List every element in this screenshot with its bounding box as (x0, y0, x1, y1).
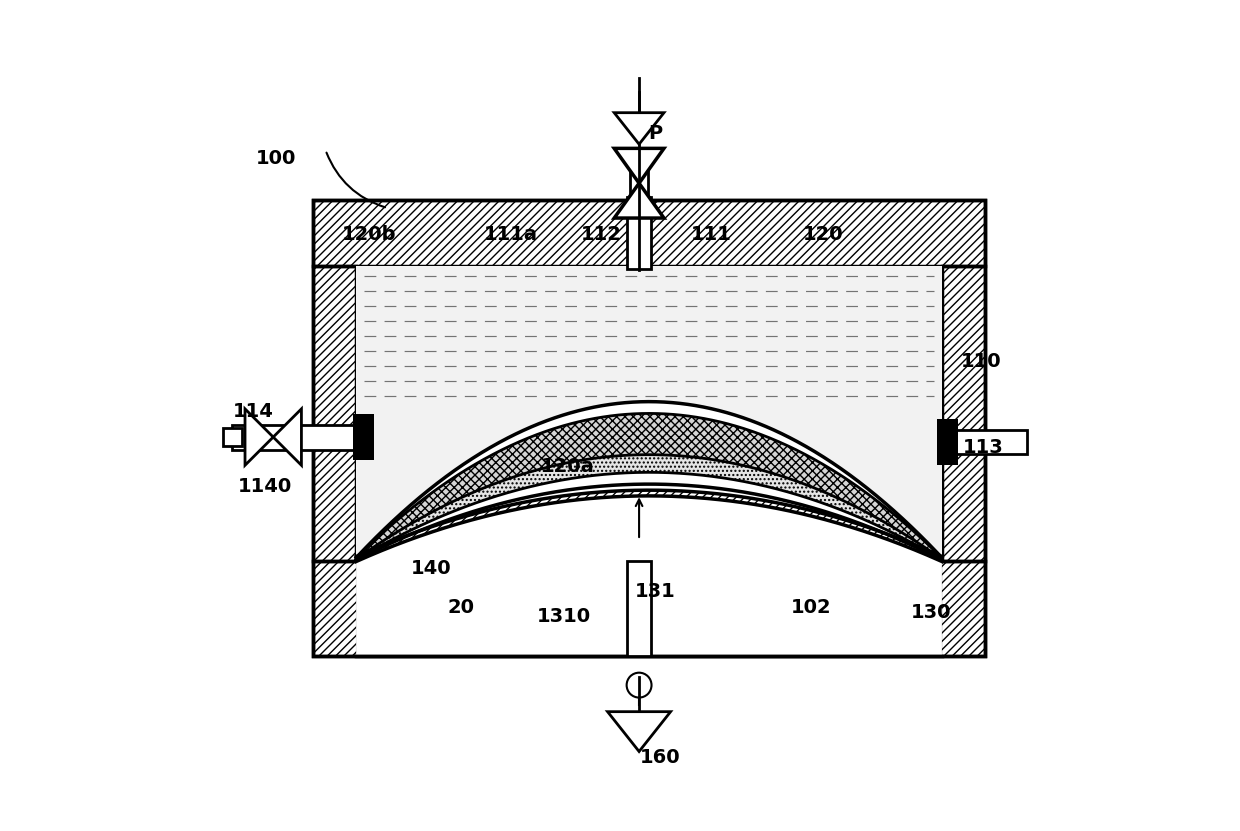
Text: 100: 100 (255, 149, 296, 168)
Polygon shape (614, 149, 663, 183)
Bar (942, 266, 985, 561)
Text: 1140: 1140 (238, 476, 293, 495)
Bar (356, 266, 942, 561)
Text: 120a: 120a (541, 457, 595, 476)
Text: 111a: 111a (484, 225, 537, 244)
Polygon shape (356, 496, 942, 656)
Text: 20: 20 (448, 598, 474, 617)
Text: 120: 120 (804, 225, 843, 244)
Polygon shape (356, 455, 942, 560)
Bar (942, 266, 985, 561)
Bar (356, 266, 942, 561)
Polygon shape (608, 711, 671, 751)
Text: 1310: 1310 (537, 607, 590, 626)
Bar (312, 199, 985, 656)
Polygon shape (614, 183, 663, 218)
Text: 130: 130 (911, 603, 951, 622)
Polygon shape (356, 414, 942, 559)
Text: 113: 113 (963, 438, 1003, 456)
Text: 110: 110 (961, 352, 1001, 371)
Text: 111: 111 (691, 225, 732, 244)
Polygon shape (356, 266, 942, 558)
Bar (312, 266, 356, 561)
Bar (627, 561, 651, 656)
Text: P: P (649, 124, 662, 143)
Text: 160: 160 (640, 748, 680, 767)
Bar (312, 199, 985, 266)
Text: 114: 114 (233, 402, 274, 420)
Polygon shape (356, 490, 942, 656)
Bar (627, 197, 651, 268)
Text: 140: 140 (410, 559, 451, 578)
Bar (353, 414, 374, 460)
Text: 112: 112 (582, 225, 622, 244)
Text: 102: 102 (790, 598, 831, 617)
Bar (312, 266, 356, 561)
Bar (312, 561, 985, 656)
Text: 131: 131 (635, 582, 676, 601)
Bar (232, 425, 356, 450)
Polygon shape (614, 113, 663, 145)
Bar (630, 170, 649, 195)
Polygon shape (246, 409, 273, 465)
Bar (937, 419, 959, 465)
Text: 120b: 120b (342, 225, 397, 244)
Bar (312, 199, 985, 266)
Bar (942, 430, 1027, 455)
Bar (223, 428, 242, 446)
Polygon shape (273, 409, 301, 465)
Bar (312, 561, 985, 656)
